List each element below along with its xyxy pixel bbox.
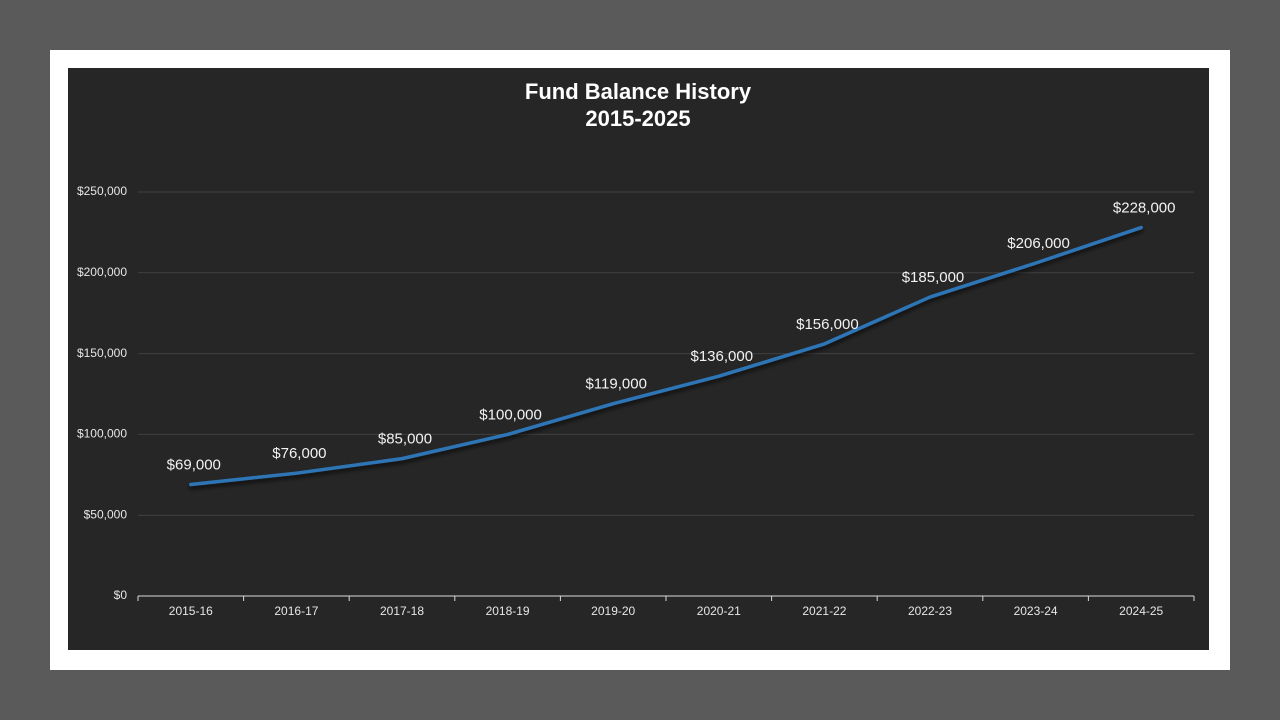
y-tick-label: $50,000 xyxy=(84,507,128,521)
y-tick-label: $200,000 xyxy=(77,265,127,279)
x-tick-label: 2020-21 xyxy=(697,604,741,618)
x-tick-label: 2019-20 xyxy=(591,604,635,618)
chart-subtitle: 2015-2025 xyxy=(585,106,690,131)
data-label: $228,000 xyxy=(1113,200,1176,217)
x-tick-label: 2015-16 xyxy=(169,604,213,618)
data-label: $85,000 xyxy=(378,431,432,448)
data-label: $156,000 xyxy=(796,316,859,333)
data-label: $69,000 xyxy=(167,456,221,473)
data-label: $119,000 xyxy=(585,376,646,393)
chart-area xyxy=(68,68,1209,650)
data-label: $76,000 xyxy=(272,445,326,462)
data-label: $100,000 xyxy=(479,406,542,423)
x-tick-label: 2018-19 xyxy=(486,604,530,618)
y-tick-label: $250,000 xyxy=(77,184,127,198)
x-tick-label: 2023-24 xyxy=(1014,604,1058,618)
data-label: $206,000 xyxy=(1007,235,1070,252)
data-line xyxy=(189,225,1143,487)
data-label: $136,000 xyxy=(691,348,754,365)
x-tick-label: 2021-22 xyxy=(802,604,846,618)
x-tick-label: 2022-23 xyxy=(908,604,952,618)
x-tick-label: 2016-17 xyxy=(274,604,318,618)
x-tick-label: 2024-25 xyxy=(1119,604,1163,618)
x-tick-label: 2017-18 xyxy=(380,604,424,618)
y-tick-label: $150,000 xyxy=(77,346,127,360)
y-tick-label: $100,000 xyxy=(77,427,127,441)
data-label: $185,000 xyxy=(902,269,965,286)
y-tick-label: $0 xyxy=(114,588,128,602)
chart-title: Fund Balance History xyxy=(525,79,752,104)
